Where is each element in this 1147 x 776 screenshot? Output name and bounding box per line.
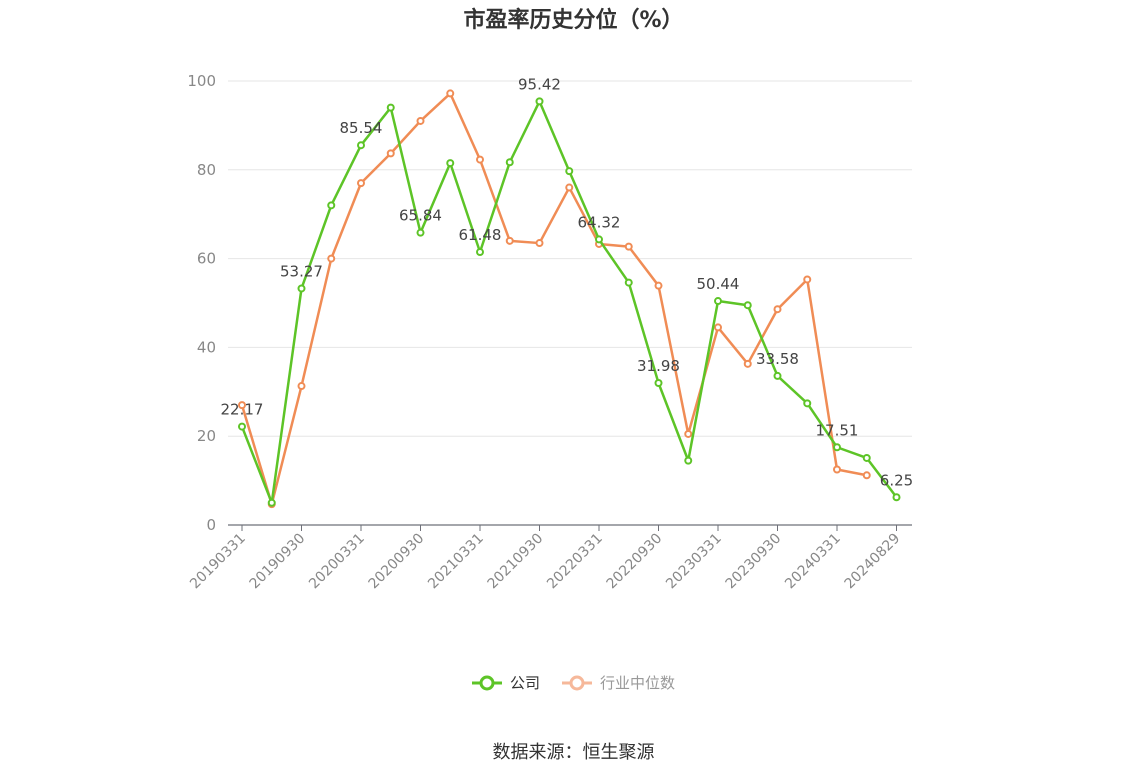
data-point-industry bbox=[327, 254, 336, 263]
x-axis-labels: 2019033120190930202003312020093020210331… bbox=[187, 531, 903, 593]
data-label: 85.54 bbox=[340, 119, 383, 137]
data-label: 95.42 bbox=[518, 75, 561, 93]
data-label: 64.32 bbox=[578, 213, 621, 231]
series-line-company bbox=[240, 100, 898, 505]
x-axis bbox=[228, 524, 912, 531]
x-tick-label: 20240331 bbox=[782, 531, 844, 593]
x-tick-label: 20220930 bbox=[604, 531, 666, 593]
data-label: 50.44 bbox=[697, 275, 740, 293]
data-label: 65.84 bbox=[399, 207, 442, 225]
x-tick-label: 20190331 bbox=[187, 531, 249, 593]
data-point-company bbox=[446, 159, 455, 168]
data-point-company bbox=[267, 498, 276, 507]
data-label: 61.48 bbox=[459, 226, 502, 244]
data-point-company bbox=[892, 493, 901, 502]
data-point-company bbox=[565, 167, 574, 176]
data-label: 53.27 bbox=[280, 262, 323, 280]
data-label: 33.58 bbox=[756, 350, 799, 368]
data-point-company bbox=[357, 141, 365, 150]
data-point-industry bbox=[505, 236, 514, 245]
data-point-industry bbox=[624, 242, 633, 251]
x-tick-label: 20230930 bbox=[723, 531, 785, 593]
data-point-industry bbox=[684, 429, 693, 438]
data-point-company bbox=[654, 379, 663, 388]
y-tick-label: 40 bbox=[197, 338, 216, 356]
x-tick-label: 20200331 bbox=[306, 531, 368, 593]
data-point-industry bbox=[862, 471, 871, 480]
series-line-industry bbox=[240, 92, 867, 506]
data-point-company bbox=[624, 278, 633, 287]
data-point-industry bbox=[654, 281, 663, 290]
legend-company-marker-icon bbox=[471, 675, 502, 690]
x-tick-label: 20190930 bbox=[247, 531, 309, 593]
y-tick-label: 20 bbox=[197, 427, 216, 445]
data-labels: 22.17 53.27 85.54 65.84 61.48 95.42 64.32 31.98… bbox=[221, 75, 914, 489]
data-label: 6.25 bbox=[880, 471, 913, 489]
data-point-company bbox=[238, 422, 246, 431]
data-point-company bbox=[803, 399, 812, 408]
data-point-company bbox=[743, 301, 752, 310]
data-point-industry bbox=[386, 149, 395, 158]
data-point-industry bbox=[833, 465, 841, 474]
source-note: 数据来源：恒生聚源 bbox=[492, 742, 655, 763]
data-point-company bbox=[862, 453, 871, 462]
legend-company-label: 公司 bbox=[509, 674, 540, 692]
x-tick-label: 20230331 bbox=[663, 531, 725, 593]
x-tick-label: 20220331 bbox=[544, 531, 606, 593]
data-point-company bbox=[714, 297, 722, 306]
data-point-industry bbox=[357, 179, 365, 188]
data-point-company bbox=[595, 235, 603, 244]
data-point-company bbox=[416, 228, 425, 237]
y-tick-label: 100 bbox=[187, 72, 216, 90]
data-point-industry bbox=[238, 401, 246, 410]
data-point-industry bbox=[297, 382, 306, 391]
data-point-industry bbox=[446, 89, 455, 98]
legend-item-company[interactable]: 公司 bbox=[471, 672, 540, 693]
y-tick-label: 80 bbox=[197, 161, 216, 179]
data-point-industry bbox=[773, 305, 782, 314]
chart-title: 市盈率历史分位（%） bbox=[463, 8, 684, 33]
x-tick-label: 20210930 bbox=[485, 531, 547, 593]
x-tick-label: 20210331 bbox=[425, 531, 487, 593]
data-point-company bbox=[505, 158, 514, 167]
y-axis-labels: 0 20 40 60 80 100 bbox=[187, 72, 216, 534]
legend-item-industry[interactable]: 行业中位数 bbox=[562, 672, 675, 693]
data-point-industry bbox=[803, 275, 812, 284]
legend-industry-label: 行业中位数 bbox=[600, 674, 676, 692]
y-tick-label: 60 bbox=[197, 250, 216, 268]
data-point-company bbox=[833, 443, 841, 452]
data-point-company bbox=[535, 97, 544, 106]
x-tick-label: 20240829 bbox=[842, 531, 904, 593]
data-point-company bbox=[773, 371, 782, 380]
data-point-industry bbox=[714, 323, 722, 332]
data-point-company bbox=[684, 456, 693, 465]
data-label: 22.17 bbox=[221, 401, 264, 419]
data-point-industry bbox=[416, 116, 425, 125]
y-tick-label: 0 bbox=[206, 516, 216, 534]
data-point-company bbox=[476, 248, 484, 257]
series-layer bbox=[238, 89, 901, 509]
data-point-company bbox=[386, 103, 395, 112]
data-point-industry bbox=[565, 183, 574, 192]
data-point-company bbox=[327, 201, 336, 210]
data-label: 17.51 bbox=[816, 421, 859, 439]
x-tick-label: 20200930 bbox=[366, 531, 428, 593]
legend: 公司 行业中位数 bbox=[0, 672, 1147, 693]
data-point-company bbox=[297, 284, 306, 293]
legend-industry-marker-icon bbox=[562, 675, 592, 690]
data-point-industry bbox=[535, 239, 544, 248]
data-point-industry bbox=[476, 155, 484, 164]
data-point-industry bbox=[743, 359, 752, 368]
data-label: 31.98 bbox=[637, 357, 680, 375]
